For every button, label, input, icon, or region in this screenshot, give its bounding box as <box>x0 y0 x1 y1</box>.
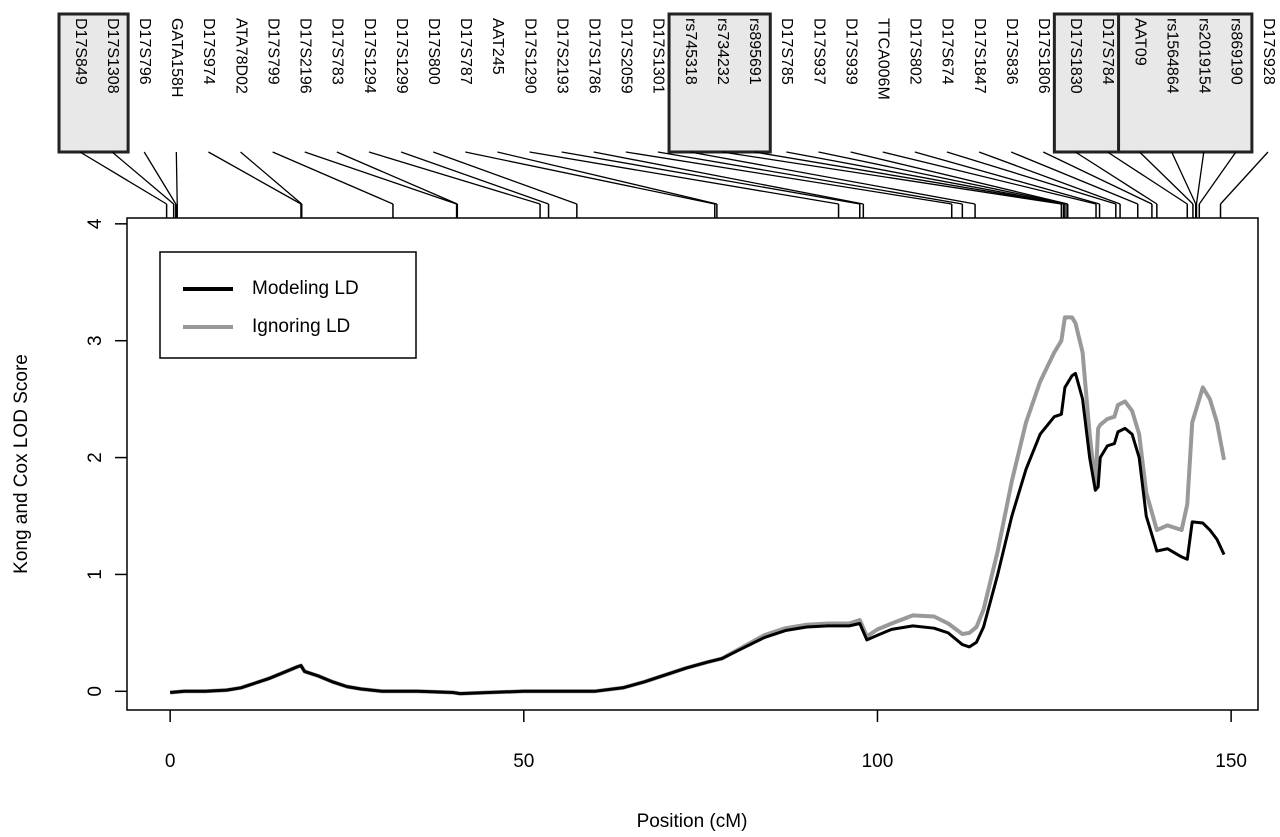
marker-label: D17S783 <box>329 18 346 85</box>
marker-connector <box>882 151 1097 205</box>
marker-connector <box>400 151 549 205</box>
marker-connector <box>561 151 860 205</box>
marker-connector <box>914 151 1100 205</box>
plot-frame <box>126 217 1259 711</box>
x-axis-label: Position (cM) <box>637 811 748 832</box>
marker-label: D17S1294 <box>361 18 378 94</box>
marker-label: D17S1301 <box>650 18 667 94</box>
marker-connector <box>786 151 1066 205</box>
marker-connector <box>1010 151 1139 205</box>
marker-box <box>667 12 772 154</box>
marker-connector <box>593 151 864 205</box>
marker-label: D17S1847 <box>971 18 988 94</box>
marker-label: D17S787 <box>457 18 474 85</box>
marker-label: D17S974 <box>200 18 217 85</box>
marker-label: D17S1830 <box>1067 18 1084 94</box>
marker-label: ATA78D02 <box>232 18 249 94</box>
marker-label: rs745318 <box>682 18 699 85</box>
marker-connector <box>208 151 302 205</box>
y-tick-label: 2 <box>85 452 106 463</box>
marker-connector <box>465 151 715 205</box>
marker-label: D17S1308 <box>104 18 121 94</box>
marker-label: D17S1806 <box>1035 18 1052 94</box>
marker-label: D17S849 <box>72 18 89 85</box>
legend-box <box>159 251 417 359</box>
marker-connector <box>1042 151 1153 205</box>
legend-label: Modeling LD <box>252 278 359 299</box>
x-tick-label: 100 <box>862 751 894 772</box>
marker-label: D17S784 <box>1099 18 1116 85</box>
marker-connector <box>625 151 952 205</box>
x-tick-label: 150 <box>1215 751 1247 772</box>
marker-label: D17S2193 <box>553 18 570 94</box>
marker-connector <box>657 151 963 205</box>
marker-connector <box>111 151 175 205</box>
marker-label: D17S1299 <box>393 18 410 94</box>
marker-label: D17S800 <box>425 18 442 85</box>
marker-label: D17S796 <box>136 18 153 85</box>
marker-connector <box>722 151 1062 205</box>
marker-connector <box>79 151 167 205</box>
series-line <box>169 315 1227 696</box>
marker-connector <box>978 151 1121 205</box>
marker-label: D17S2059 <box>618 18 635 94</box>
marker-label: rs869190 <box>1228 18 1245 85</box>
marker-connector <box>497 151 718 205</box>
marker-label: D17S1290 <box>521 18 538 94</box>
y-tick-label: 4 <box>85 218 106 229</box>
marker-connector <box>946 151 1117 205</box>
y-tick-label: 3 <box>85 335 106 346</box>
marker-label: D17S928 <box>1260 18 1277 85</box>
series-line <box>170 371 1226 696</box>
marker-connector <box>689 151 976 205</box>
marker-label: D17S785 <box>778 18 795 85</box>
y-axis-label: Kong and Cox LOD Score <box>11 354 32 574</box>
marker-label: GATA158H <box>168 18 185 97</box>
marker-connector <box>1220 151 1269 205</box>
y-tick-label: 0 <box>85 686 106 697</box>
marker-connector <box>240 151 303 205</box>
marker-label: TTCA006M <box>874 18 891 100</box>
marker-label: D17S674 <box>939 18 956 85</box>
marker-box <box>1117 12 1254 154</box>
marker-label: AAT09 <box>1131 18 1148 66</box>
marker-connector <box>336 151 458 205</box>
marker-connector <box>143 151 177 205</box>
marker-connector <box>529 151 839 205</box>
y-tick-label: 1 <box>85 569 106 580</box>
marker-label: rs1564864 <box>1163 18 1180 94</box>
x-tick-label: 0 <box>165 751 176 772</box>
legend-label: Ignoring LD <box>252 316 350 337</box>
marker-connector <box>1198 151 1237 205</box>
marker-connector <box>1195 151 1205 205</box>
marker-label: D17S2196 <box>297 18 314 94</box>
marker-connector <box>272 151 394 205</box>
marker-connector <box>1139 151 1194 205</box>
marker-label: D17S939 <box>842 18 859 85</box>
marker-label: D17S836 <box>1003 18 1020 85</box>
marker-connector <box>1075 151 1158 205</box>
marker-connector <box>368 151 541 205</box>
marker-label: rs895691 <box>746 18 763 85</box>
marker-box <box>57 12 130 154</box>
marker-label: rs734232 <box>714 18 731 85</box>
marker-label: D17S1786 <box>585 18 602 94</box>
marker-connector <box>1107 151 1188 205</box>
marker-label: AAT245 <box>489 18 506 75</box>
marker-label: D17S799 <box>264 18 281 85</box>
marker-connector <box>818 151 1068 205</box>
marker-connector <box>1171 151 1197 205</box>
marker-connector <box>850 151 1068 205</box>
marker-connector <box>432 151 578 205</box>
marker-connector <box>754 151 1064 205</box>
marker-connector <box>175 151 178 205</box>
marker-label: D17S937 <box>810 18 827 85</box>
marker-label: rs2019154 <box>1196 18 1213 94</box>
x-tick-label: 50 <box>513 751 534 772</box>
marker-connector <box>304 151 457 205</box>
marker-label: D17S802 <box>907 18 924 85</box>
marker-box <box>1052 12 1125 154</box>
